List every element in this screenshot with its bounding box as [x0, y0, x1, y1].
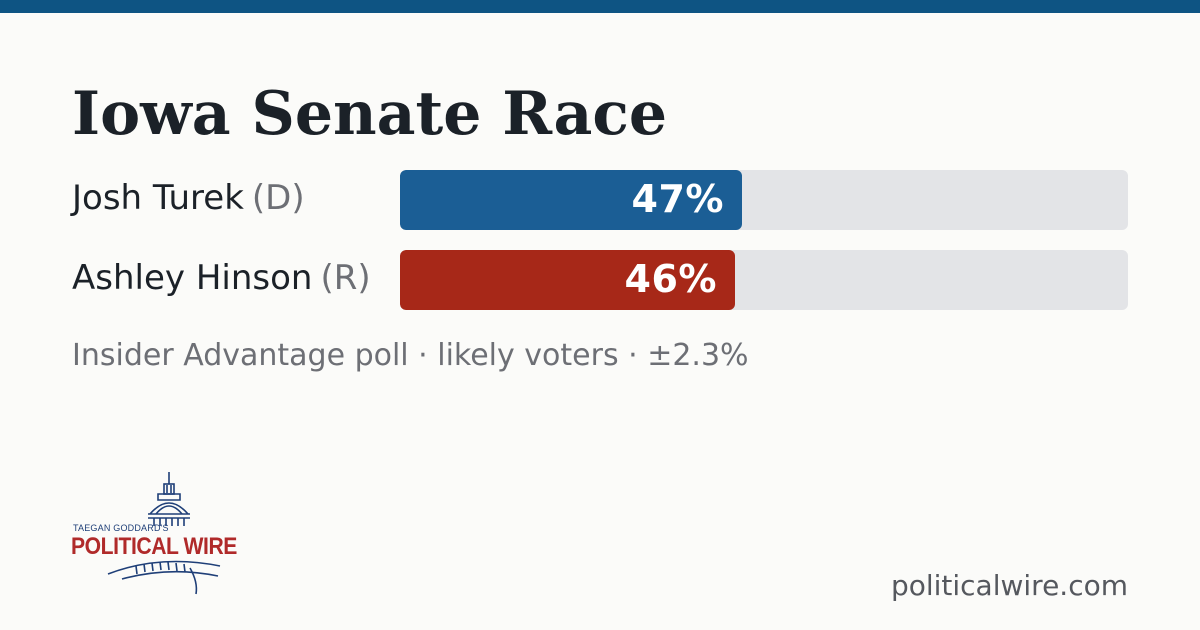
candidate-party: (R)	[320, 258, 371, 298]
bar-dem: 47%	[400, 170, 742, 230]
logo-wordmark: POLITICAL WIRE	[71, 533, 237, 560]
logo-small-text: TAEGAN GODDARD'S	[73, 523, 169, 533]
candidate-name: Josh Turek	[72, 178, 244, 218]
chart-title: Iowa Senate Race	[72, 79, 668, 149]
top-accent-stripe	[0, 0, 1200, 13]
bar-track: 46%	[400, 250, 1128, 310]
data-label: 46%	[624, 257, 717, 301]
candidate-name: Ashley Hinson	[72, 258, 313, 298]
political-wire-logo: TAEGAN GODDARD'S POLITICAL WIRE	[70, 470, 250, 600]
candidate-row: Josh Turek (D) 47%	[72, 170, 1128, 230]
poll-note: Insider Advantage poll · likely voters ·…	[72, 338, 749, 373]
candidate-label: Josh Turek (D)	[72, 170, 305, 230]
candidate-label: Ashley Hinson (R)	[72, 250, 371, 310]
capitol-dome-icon	[107, 472, 221, 595]
candidate-party: (D)	[251, 178, 305, 218]
data-label: 47%	[631, 177, 724, 221]
bar-track: 47%	[400, 170, 1128, 230]
bar-rep: 46%	[400, 250, 735, 310]
candidate-row: Ashley Hinson (R) 46%	[72, 250, 1128, 310]
site-url: politicalwire.com	[890, 569, 1128, 602]
